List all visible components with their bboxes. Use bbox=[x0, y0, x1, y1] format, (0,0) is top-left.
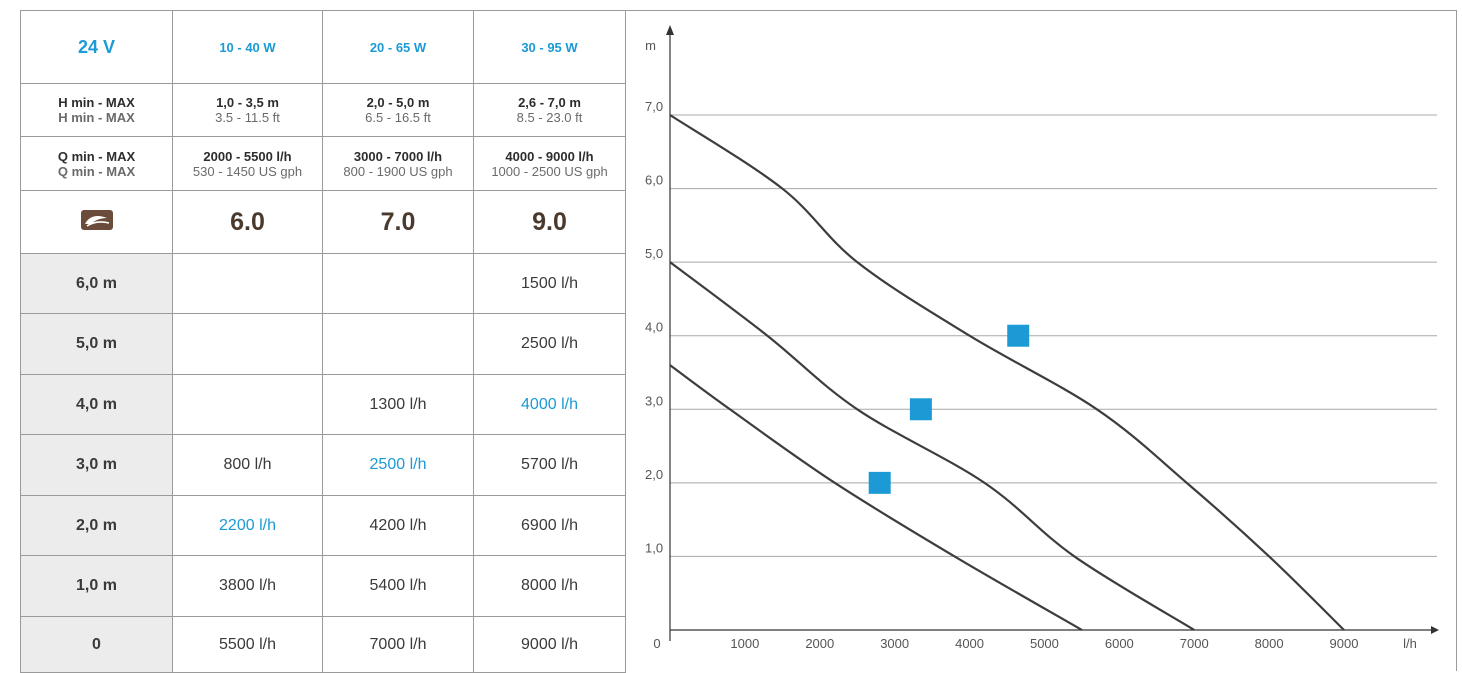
flow-cell: 7000 l/h bbox=[322, 616, 474, 673]
rating-value: 6.0 bbox=[172, 190, 323, 254]
table-row: 6,0 m 1500 l/h bbox=[20, 253, 626, 314]
y-tick-label: 4,0 bbox=[645, 320, 663, 335]
x-axis-arrow-icon bbox=[1431, 626, 1439, 634]
flow-cell: 4200 l/h bbox=[322, 495, 474, 556]
y-tick-label: 3,0 bbox=[645, 393, 663, 408]
x-axis-label: l/h bbox=[1403, 636, 1417, 651]
flow-cell: 800 l/h bbox=[172, 434, 323, 496]
y-tick-label: 6,0 bbox=[645, 173, 663, 188]
model-header: 10 - 40 W bbox=[172, 10, 323, 84]
x-tick-label: 5000 bbox=[1030, 636, 1059, 651]
x-tick-label: 3000 bbox=[880, 636, 909, 651]
header-row: 24 V 10 - 40 W 20 - 65 W 30 - 95 W bbox=[20, 10, 626, 84]
y-tick-label: 7,0 bbox=[645, 99, 663, 114]
divider bbox=[625, 10, 626, 671]
y-axis-label: m bbox=[645, 38, 656, 53]
y-tick-label: 2,0 bbox=[645, 467, 663, 482]
flow-cell: 5400 l/h bbox=[322, 555, 474, 617]
flow-cell: 2500 l/h bbox=[473, 313, 626, 375]
rating-value: 7.0 bbox=[322, 190, 474, 254]
flow-cell: 6900 l/h bbox=[473, 495, 626, 556]
performance-curve bbox=[669, 261, 1195, 631]
y-tick-label: 5,0 bbox=[645, 246, 663, 261]
head-range-cell: 2,0 - 5,0 m 6.5 - 16.5 ft bbox=[322, 83, 474, 137]
flow-range-cell: 4000 - 9000 l/h 1000 - 2500 US gph bbox=[473, 136, 626, 191]
rating-row: 6.0 7.0 9.0 bbox=[20, 190, 626, 254]
flow-cell: 2500 l/h bbox=[322, 434, 474, 496]
flow-cell bbox=[172, 253, 323, 314]
flow-cell: 1300 l/h bbox=[322, 374, 474, 435]
x-tick-label: 7000 bbox=[1180, 636, 1209, 651]
voltage-label: 24 V bbox=[20, 10, 173, 84]
table-row: 2,0 m 2200 l/h 4200 l/h 6900 l/h bbox=[20, 495, 626, 556]
fountain-icon-svg bbox=[80, 209, 113, 230]
head-label: 5,0 m bbox=[20, 313, 173, 375]
head-label: 4,0 m bbox=[20, 374, 173, 435]
flow-cell: 2200 l/h bbox=[172, 495, 323, 556]
flow-cell: 5700 l/h bbox=[473, 434, 626, 496]
flow-cell: 5500 l/h bbox=[172, 616, 323, 673]
y-axis-arrow-icon bbox=[666, 25, 674, 35]
table-row: 0 5500 l/h 7000 l/h 9000 l/h bbox=[20, 616, 626, 673]
y-tick-label: 1,0 bbox=[645, 540, 663, 555]
head-range-row: H min - MAX H min - MAX 1,0 - 3,5 m 3.5 -… bbox=[20, 83, 626, 137]
table-row: 4,0 m 1300 l/h 4000 l/h bbox=[20, 374, 626, 435]
operating-point-marker bbox=[909, 398, 932, 421]
fountain-icon bbox=[20, 190, 173, 254]
rating-value: 9.0 bbox=[473, 190, 626, 254]
model-header: 20 - 65 W bbox=[322, 10, 474, 84]
model-header: 30 - 95 W bbox=[473, 10, 626, 84]
operating-point-marker bbox=[1007, 324, 1030, 347]
head-range-cell: 2,6 - 7,0 m 8.5 - 23.0 ft bbox=[473, 83, 626, 137]
x-tick-label: 6000 bbox=[1105, 636, 1134, 651]
head-label: 3,0 m bbox=[20, 434, 173, 496]
flow-cell bbox=[172, 313, 323, 375]
head-label: 2,0 m bbox=[20, 495, 173, 556]
head-range-label: H min - MAX H min - MAX bbox=[20, 83, 173, 137]
table-row: 5,0 m 2500 l/h bbox=[20, 313, 626, 375]
flow-cell bbox=[322, 313, 474, 375]
head-range-cell: 1,0 - 3,5 m 3.5 - 11.5 ft bbox=[172, 83, 323, 137]
flow-cell: 4000 l/h bbox=[473, 374, 626, 435]
x-tick-label: 2000 bbox=[805, 636, 834, 651]
flow-cell bbox=[172, 374, 323, 435]
performance-curve bbox=[669, 364, 1083, 631]
flow-range-label: Q min - MAX Q min - MAX bbox=[20, 136, 173, 191]
x-tick-label: 1000 bbox=[730, 636, 759, 651]
flow-cell bbox=[322, 253, 474, 314]
flow-cell: 8000 l/h bbox=[473, 555, 626, 617]
flow-cell: 1500 l/h bbox=[473, 253, 626, 314]
performance-chart: 1,0 2,0 3,0 4,0 5,0 6,0 7,0 1000 2000 3000 4000 500… bbox=[645, 25, 1439, 651]
flow-range-row: Q min - MAX Q min - MAX 2000 - 5500 l/h 5… bbox=[20, 136, 626, 191]
table-row: 1,0 m 3800 l/h 5400 l/h 8000 l/h bbox=[20, 555, 626, 617]
performance-curve bbox=[669, 114, 1345, 631]
flow-range-cell: 2000 - 5500 l/h 530 - 1450 US gph bbox=[172, 136, 323, 191]
flow-cell: 3800 l/h bbox=[172, 555, 323, 617]
spec-table: 24 V 10 - 40 W 20 - 65 W 30 - 95 W H min… bbox=[20, 10, 626, 673]
head-label: 0 bbox=[20, 616, 173, 673]
origin-label: 0 bbox=[653, 636, 660, 651]
operating-point-marker bbox=[868, 471, 891, 494]
table-row: 3,0 m 800 l/h 2500 l/h 5700 l/h bbox=[20, 434, 626, 496]
flow-cell: 9000 l/h bbox=[473, 616, 626, 673]
head-label: 1,0 m bbox=[20, 555, 173, 617]
flow-range-cell: 3000 - 7000 l/h 800 - 1900 US gph bbox=[322, 136, 474, 191]
head-label: 6,0 m bbox=[20, 253, 173, 314]
x-tick-label: 8000 bbox=[1255, 636, 1284, 651]
x-tick-label: 4000 bbox=[955, 636, 984, 651]
x-tick-label: 9000 bbox=[1330, 636, 1359, 651]
